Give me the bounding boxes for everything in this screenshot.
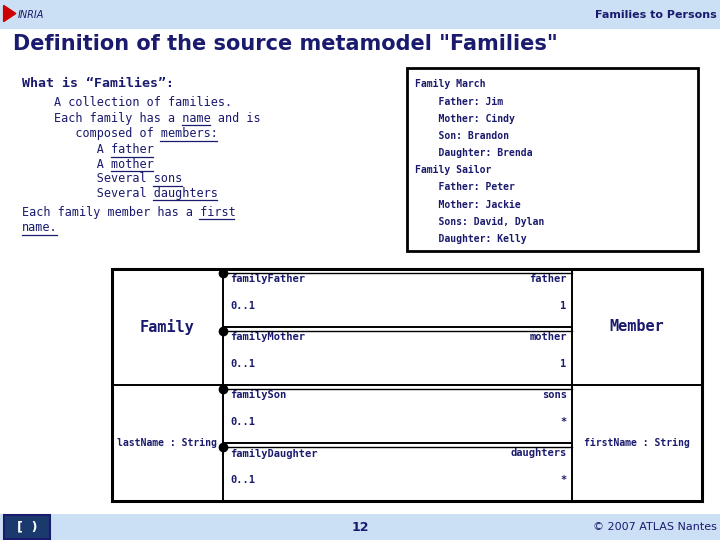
Text: Member: Member <box>610 320 665 334</box>
FancyBboxPatch shape <box>0 0 720 29</box>
Text: INRIA: INRIA <box>18 10 45 19</box>
Polygon shape <box>4 5 16 22</box>
Text: Family: Family <box>140 319 195 335</box>
Text: Definition of the source metamodel "Families": Definition of the source metamodel "Fami… <box>13 34 558 55</box>
Text: 0..1: 0..1 <box>230 475 256 485</box>
Text: father: father <box>529 274 567 285</box>
Text: 0..1: 0..1 <box>230 301 256 310</box>
FancyBboxPatch shape <box>4 515 50 539</box>
FancyBboxPatch shape <box>112 269 702 501</box>
Text: sons: sons <box>541 390 567 401</box>
Text: *: * <box>560 417 567 427</box>
Text: 1: 1 <box>560 359 567 369</box>
Text: Families to Persons: Families to Persons <box>595 10 716 19</box>
Text: 1: 1 <box>560 301 567 310</box>
FancyBboxPatch shape <box>407 68 698 251</box>
Text: Sons: David, Dylan: Sons: David, Dylan <box>415 217 545 227</box>
Text: Daughter: Brenda: Daughter: Brenda <box>415 148 533 158</box>
Text: mother: mother <box>529 332 567 342</box>
Text: name.: name. <box>22 221 57 234</box>
Text: Family March: Family March <box>415 79 486 90</box>
Text: Daughter: Kelly: Daughter: Kelly <box>415 234 527 244</box>
Text: Each family has a name and is: Each family has a name and is <box>54 112 261 125</box>
Text: Father: Jim: Father: Jim <box>415 97 503 106</box>
Text: What is “Families”:: What is “Families”: <box>22 77 174 90</box>
Text: Mother: Jackie: Mother: Jackie <box>415 200 521 210</box>
Text: *: * <box>560 475 567 485</box>
Text: Family Sailor: Family Sailor <box>415 165 492 176</box>
Text: Mother: Cindy: Mother: Cindy <box>415 114 516 124</box>
Text: familyFather: familyFather <box>230 274 305 285</box>
Text: daughters: daughters <box>510 448 567 458</box>
Text: lastName : String: lastName : String <box>117 438 217 448</box>
Text: Son: Brandon: Son: Brandon <box>415 131 510 141</box>
Text: Each family member has a first: Each family member has a first <box>22 206 235 219</box>
Text: Several daughters: Several daughters <box>54 187 218 200</box>
Text: firstName : String: firstName : String <box>585 438 690 448</box>
Text: A father: A father <box>54 143 154 156</box>
Text: A mother: A mother <box>54 158 154 171</box>
Text: Several sons: Several sons <box>54 172 182 185</box>
Text: familySon: familySon <box>230 390 287 401</box>
Text: familyMother: familyMother <box>230 332 305 342</box>
Text: A collection of families.: A collection of families. <box>54 96 232 109</box>
Text: [  ): [ ) <box>17 521 37 534</box>
Text: 12: 12 <box>351 521 369 534</box>
Text: familyDaughter: familyDaughter <box>230 448 318 458</box>
Text: © 2007 ATLAS Nantes: © 2007 ATLAS Nantes <box>593 522 716 532</box>
Text: composed of members:: composed of members: <box>54 127 218 140</box>
Text: 0..1: 0..1 <box>230 359 256 369</box>
Text: Father: Peter: Father: Peter <box>415 183 516 192</box>
FancyBboxPatch shape <box>0 514 720 540</box>
Text: 0..1: 0..1 <box>230 417 256 427</box>
